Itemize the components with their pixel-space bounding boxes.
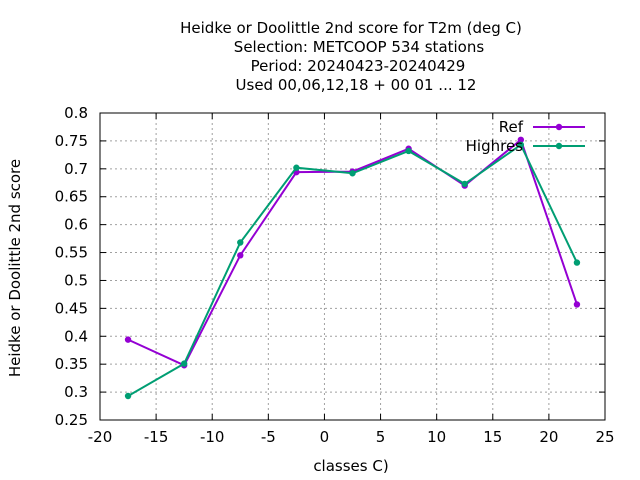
data-point-highres (349, 170, 356, 177)
data-point-highres (517, 141, 525, 149)
data-point-ref (573, 301, 581, 308)
grid-lines (100, 113, 605, 420)
x-tick-label: 20 (539, 428, 558, 446)
title-line-3: Period: 20240423-20240429 (251, 57, 466, 75)
title-line-1: Heidke or Doolittle 2nd score for T2m (d… (180, 19, 522, 37)
data-point-highres (237, 239, 244, 246)
series-line-highres (127, 143, 578, 397)
y-tick-label: 0.8 (64, 104, 88, 122)
data-point-highres (461, 180, 468, 188)
data-point-highres (293, 164, 300, 171)
data-point-ref (237, 252, 244, 259)
y-tick-label: 0.5 (64, 271, 88, 289)
data-point-ref (517, 136, 525, 143)
y-tick-label: 0.4 (64, 327, 88, 345)
data-point-highres (180, 360, 188, 367)
y-tick-label: 0.55 (55, 244, 88, 262)
x-tick-label: 5 (376, 428, 386, 446)
y-tick-label: 0.65 (55, 188, 88, 206)
y-tick-label: 0.3 (64, 383, 88, 401)
y-tick-label: 0.35 (55, 355, 88, 373)
y-tick-label: 0.7 (64, 160, 88, 178)
x-tick-label: 10 (427, 428, 446, 446)
data-point-highres (124, 392, 132, 400)
y-tick-label: 0.25 (55, 411, 88, 429)
plot-frame (99, 112, 606, 421)
x-tick-label: -15 (144, 428, 169, 446)
legend-label-highres: Highres (466, 137, 524, 155)
y-tick-label: 0.45 (55, 299, 88, 317)
data-point-highres (405, 147, 412, 155)
series-group (124, 136, 581, 400)
title-line-2: Selection: METCOOP 534 stations (234, 38, 485, 56)
legend-label-ref: Ref (499, 118, 524, 136)
x-tick-label: -20 (88, 428, 113, 446)
axis-ticks: -20 -15 -10 -5 0 5 10 15 20 25 0.25 0.3 0.35 0.4 0.45 0… (55, 104, 615, 446)
series-highres (124, 141, 581, 400)
x-tick-label: -5 (261, 428, 276, 446)
y-tick-label: 0.6 (64, 216, 88, 234)
x-tick-label: 25 (595, 428, 614, 446)
x-tick-label: 15 (483, 428, 502, 446)
data-point-ref (124, 336, 132, 343)
title-line-4: Used 00,06,12,18 + 00 01 ... 12 (236, 76, 477, 94)
chart-title: Heidke or Doolittle 2nd score for T2m (d… (180, 19, 522, 94)
x-tick-label: 0 (320, 428, 330, 446)
y-tick-label: 0.75 (55, 132, 88, 150)
x-tick-label: -10 (200, 428, 225, 446)
y-axis-label: Heidke or Doolittle 2nd score (6, 159, 24, 377)
legend-marker-highres (555, 142, 563, 150)
data-point-highres (573, 259, 581, 266)
x-axis-label: classes C) (313, 457, 388, 475)
legend-marker-ref (555, 123, 563, 131)
